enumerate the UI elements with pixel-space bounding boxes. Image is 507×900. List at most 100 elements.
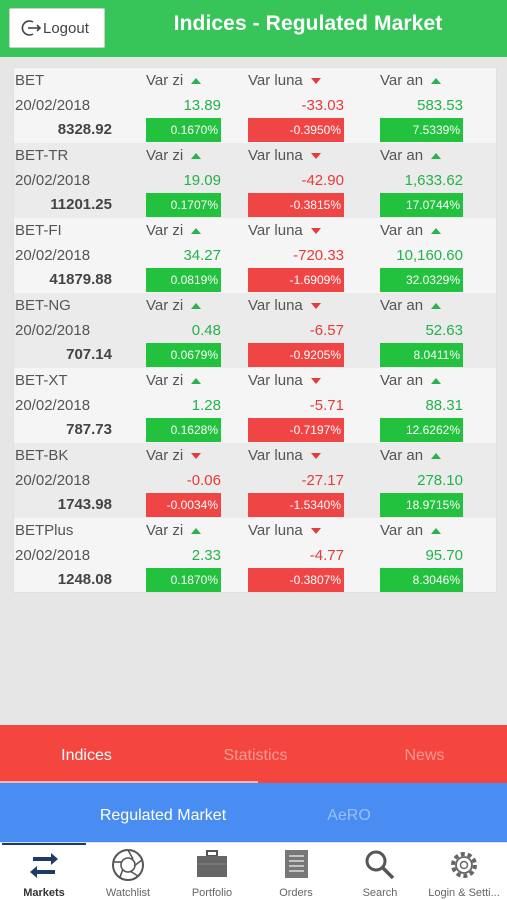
index-row[interactable]: BET-XT Var zi Var luna Var an 20/02/2018 1.28…	[14, 368, 496, 443]
nav-label: Login & Setti...	[428, 887, 500, 899]
variation-label: Var luna	[248, 522, 303, 539]
index-price: 11201.25	[50, 196, 112, 213]
search-icon	[365, 850, 395, 880]
variation-header-year: Var an	[380, 222, 442, 239]
logout-label: Logout	[43, 19, 89, 37]
aperture-icon	[112, 849, 144, 881]
index-row[interactable]: BET-NG Var zi Var luna Var an 20/02/2018 0.48…	[14, 293, 496, 368]
index-values-row: 20/02/2018 1.28 -5.71 88.31	[14, 394, 496, 419]
variation-percent-year: 32.0329%	[380, 268, 463, 292]
briefcase-icon	[197, 850, 227, 877]
index-header-row: BET-NG Var zi Var luna Var an	[14, 294, 496, 319]
triangle-down-icon	[310, 227, 321, 234]
variation-label: Var an	[380, 297, 424, 314]
triangle-down-icon	[310, 452, 321, 459]
variation-label: Var an	[380, 447, 424, 464]
variation-percent-month: -0.3815%	[248, 193, 344, 217]
triangle-up-icon	[431, 452, 442, 459]
index-percent-row: 11201.25 0.1707% -0.3815% 17.0744%	[14, 193, 496, 218]
index-percent-row: 1248.08 0.1870% -0.3807% 8.3046%	[14, 568, 496, 593]
index-row[interactable]: BET-BK Var zi Var luna Var an 20/02/2018 -0.0…	[14, 443, 496, 518]
index-price: 787.73	[66, 421, 112, 438]
variation-header-year: Var an	[380, 447, 442, 464]
nav-portfolio[interactable]: Portfolio	[170, 843, 254, 900]
nav-label: Markets	[23, 887, 65, 899]
triangle-down-icon	[191, 452, 202, 459]
index-header-row: BET-BK Var zi Var luna Var an	[14, 444, 496, 469]
logout-button[interactable]: Logout	[9, 8, 105, 48]
index-row[interactable]: BET-FI Var zi Var luna Var an 20/02/2018 34.2…	[14, 218, 496, 293]
index-header-row: BETPlus Var zi Var luna Var an	[14, 519, 496, 544]
index-price: 1248.08	[57, 571, 112, 588]
index-price: 1743.98	[57, 496, 112, 513]
variation-percent-day: 0.1870%	[146, 568, 221, 592]
variation-label: Var zi	[146, 222, 184, 239]
variation-label: Var luna	[248, 72, 303, 89]
index-percent-row: 41879.88 0.0819% -1.6909% 32.0329%	[14, 268, 496, 293]
variation-percent-day: 0.1707%	[146, 193, 221, 217]
variation-value-year: 1,633.62	[404, 172, 463, 189]
variation-percent-day: 0.0819%	[146, 268, 221, 292]
document-icon	[285, 850, 308, 878]
tab-news[interactable]: News	[404, 747, 445, 764]
variation-percent-day: 0.1670%	[146, 118, 221, 142]
tab-regulated-market[interactable]: Regulated Market	[99, 807, 227, 824]
logout-icon	[21, 20, 42, 36]
index-values-row: 20/02/2018 -0.06 -27.17 278.10	[14, 469, 496, 494]
triangle-up-icon	[191, 152, 202, 159]
nav-label: Orders	[279, 887, 313, 899]
index-row[interactable]: BET Var zi Var luna Var an 20/02/2018 13.89 -3…	[14, 68, 496, 143]
index-percent-row: 787.73 0.1628% -0.7197% 12.6262%	[14, 418, 496, 443]
index-row[interactable]: BETPlus Var zi Var luna Var an 20/02/2018 2.3…	[14, 518, 496, 593]
nav-orders[interactable]: Orders	[254, 843, 338, 900]
variation-header-month: Var luna	[248, 72, 321, 89]
nav-markets[interactable]: Markets	[2, 843, 86, 900]
index-name: BET-TR	[15, 147, 69, 164]
variation-percent-month: -0.3950%	[248, 118, 344, 142]
index-date: 20/02/2018	[15, 247, 91, 264]
variation-label: Var luna	[248, 372, 303, 389]
variation-percent-day: -0.0034%	[146, 493, 221, 517]
variation-value-day: 34.27	[183, 247, 221, 264]
tab-aero[interactable]: AeRO	[327, 807, 371, 824]
index-percent-row: 707.14 0.0679% -0.9205% 8.0411%	[14, 343, 496, 368]
nav-search[interactable]: Search	[338, 843, 422, 900]
triangle-up-icon	[431, 377, 442, 384]
index-row[interactable]: BET-TR Var zi Var luna Var an 20/02/2018 19.0…	[14, 143, 496, 218]
variation-header-day: Var zi	[146, 72, 202, 89]
index-header-row: BET-TR Var zi Var luna Var an	[14, 144, 496, 169]
triangle-down-icon	[310, 152, 321, 159]
variation-label: Var zi	[146, 147, 184, 164]
variation-header-day: Var zi	[146, 372, 202, 389]
nav-login-settings[interactable]: Login & Setti...	[422, 843, 506, 900]
variation-value-month: -33.03	[301, 97, 344, 114]
index-values-row: 20/02/2018 2.33 -4.77 95.70	[14, 544, 496, 569]
index-values-row: 20/02/2018 0.48 -6.57 52.63	[14, 319, 496, 344]
variation-value-month: -4.77	[309, 547, 344, 564]
variation-label: Var zi	[146, 297, 184, 314]
triangle-up-icon	[191, 227, 202, 234]
arrows-icon	[30, 853, 58, 878]
variation-header-year: Var an	[380, 297, 442, 314]
index-date: 20/02/2018	[15, 322, 91, 339]
variation-value-day: 2.33	[191, 547, 221, 564]
triangle-up-icon	[191, 77, 202, 84]
triangle-up-icon	[191, 527, 202, 534]
variation-label: Var luna	[248, 447, 303, 464]
index-name: BET	[15, 72, 45, 89]
variation-header-month: Var luna	[248, 147, 321, 164]
index-date: 20/02/2018	[15, 472, 91, 489]
bottom-navigation: Markets Watchlist Portfolio Orders	[0, 842, 507, 900]
tab-indices[interactable]: Indices	[61, 747, 112, 764]
variation-value-month: -42.90	[301, 172, 344, 189]
variation-header-month: Var luna	[248, 372, 321, 389]
variation-label: Var an	[380, 222, 424, 239]
tab-statistics[interactable]: Statistics	[223, 747, 288, 764]
index-date: 20/02/2018	[15, 97, 91, 114]
index-header-row: BET-FI Var zi Var luna Var an	[14, 219, 496, 244]
variation-header-day: Var zi	[146, 447, 202, 464]
variation-percent-month: -0.3807%	[248, 568, 344, 592]
variation-header-month: Var luna	[248, 522, 321, 539]
nav-watchlist[interactable]: Watchlist	[86, 843, 170, 900]
index-name: BET-BK	[15, 447, 69, 464]
